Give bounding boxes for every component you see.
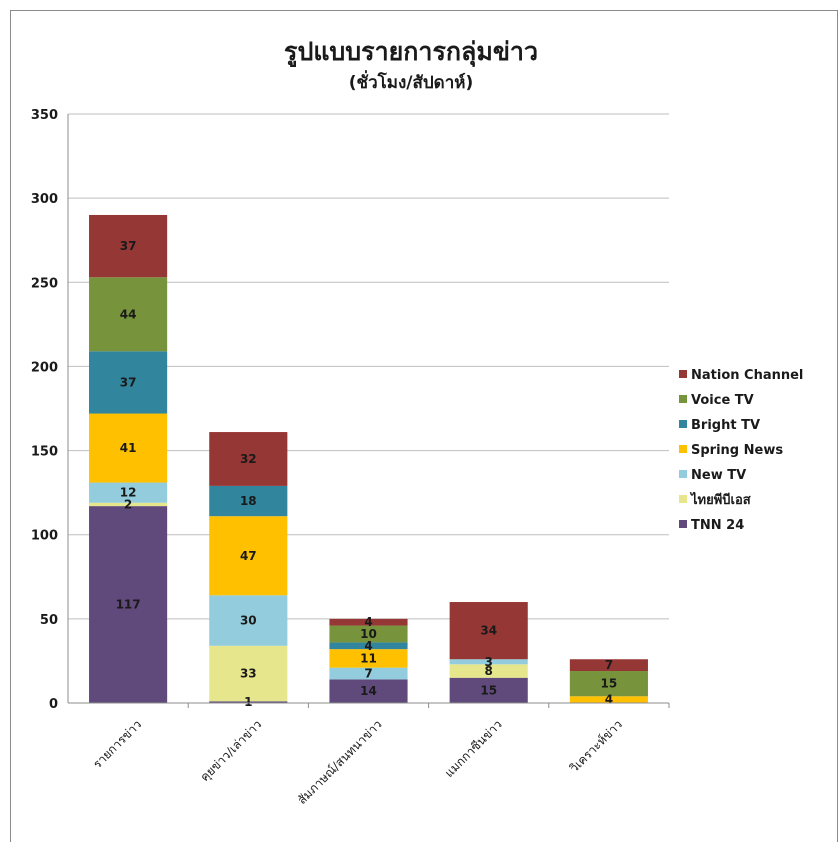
chart-subtitle: (ชั่วโมง/สัปดาห์) [349, 70, 473, 93]
bar-segment [449, 659, 528, 665]
data-label: 30 [240, 614, 257, 628]
data-label: 4 [364, 639, 372, 653]
bar-segment [209, 432, 288, 486]
data-label: 15 [601, 677, 618, 691]
data-label: 12 [120, 486, 137, 500]
legend-label: Voice TV [691, 393, 754, 408]
bar-segment [329, 649, 408, 668]
y-tick-label: 50 [40, 613, 58, 628]
legend-label: TNN 24 [691, 518, 744, 533]
data-label: 32 [240, 452, 257, 466]
x-category-label: สัมภาษณ์/สนทนาข่าว [295, 717, 385, 807]
bar-segment [329, 618, 408, 626]
bar-segment [209, 516, 288, 596]
data-label: 33 [240, 667, 257, 681]
legend-label: Nation Channel [691, 368, 803, 383]
bar-segment [89, 214, 168, 278]
data-label: 11 [360, 651, 377, 665]
bar-segment [89, 482, 168, 503]
bar-segment [329, 667, 408, 680]
x-category-label: รายการข่าว [90, 717, 144, 771]
data-label: 7 [364, 667, 372, 681]
bar-segment [569, 671, 648, 697]
y-tick-label: 0 [49, 697, 58, 712]
legend-label: Spring News [691, 443, 783, 458]
legend-swatch [679, 370, 687, 378]
legend-swatch [679, 495, 687, 503]
y-tick-label: 200 [31, 360, 58, 375]
bar-segment [209, 645, 288, 702]
bar-segment [449, 677, 528, 703]
data-label: 44 [120, 307, 137, 321]
bar-segment [449, 602, 528, 660]
y-tick-label: 350 [31, 108, 58, 123]
x-category-label: คุยข่าว/เล่าข่าว [197, 717, 265, 785]
data-label: 10 [360, 627, 377, 641]
chart-title: รูปแบบรายการกลุ่มข่าว [284, 37, 538, 68]
legend-label: Bright TV [691, 418, 760, 433]
bar-segment [329, 625, 408, 643]
bar-segment [89, 506, 168, 703]
legend: Nation Channel Voice TV Bright TV Spring Ne… [679, 368, 803, 533]
data-label: 14 [360, 684, 377, 698]
y-tick-label: 150 [31, 445, 58, 460]
y-tick-label: 300 [31, 192, 58, 207]
stacked-bar-chart: รูปแบบรายการกลุ่มข่าว (ชั่วโมง/สัปดาห์) … [31, 37, 804, 807]
bar-segment [569, 696, 648, 703]
data-label: 7 [605, 658, 613, 672]
data-label: 15 [480, 683, 497, 697]
legend-label: ไทยพีบีเอส [689, 491, 751, 508]
data-label: 4 [364, 615, 372, 629]
legend-swatch [679, 420, 687, 428]
bar-segment [89, 413, 168, 483]
data-label: 117 [116, 598, 141, 612]
y-tick-label: 250 [31, 276, 58, 291]
data-label: 8 [485, 664, 493, 678]
bar-segment [329, 642, 408, 650]
data-label: 3 [485, 655, 493, 669]
bar-segment [449, 664, 528, 678]
y-tick-label: 100 [31, 529, 58, 544]
data-label: 37 [120, 239, 137, 253]
data-label: 18 [240, 494, 257, 508]
bar-segment [89, 351, 168, 414]
bar-segment [209, 485, 288, 517]
bar-segment [209, 701, 288, 703]
legend-label: New TV [691, 468, 746, 483]
x-category-label: วิเคราะห์ข่าว [567, 717, 625, 775]
legend-swatch [679, 520, 687, 528]
data-label: 47 [240, 549, 257, 563]
bar-segment [209, 595, 288, 646]
legend-swatch [679, 395, 687, 403]
legend-swatch [679, 445, 687, 453]
data-label: 1 [244, 695, 252, 709]
x-category-label: แมกกาซีนข่าว [442, 717, 505, 780]
data-label: 34 [480, 624, 497, 638]
bars [89, 214, 648, 703]
legend-swatch [679, 470, 687, 478]
data-label: 37 [120, 375, 137, 389]
data-label: 41 [120, 441, 137, 455]
data-label: 4 [605, 693, 613, 707]
bar-segment [89, 277, 168, 352]
data-label: 2 [124, 497, 132, 511]
data-labels: 1172124137443713330471832147114104158334… [116, 239, 618, 709]
gridlines [68, 113, 669, 620]
bar-segment [89, 502, 168, 507]
bar-segment [569, 659, 648, 672]
bar-segment [329, 679, 408, 703]
chart-frame: รูปแบบรายการกลุ่มข่าว (ชั่วโมง/สัปดาห์) … [10, 10, 838, 842]
